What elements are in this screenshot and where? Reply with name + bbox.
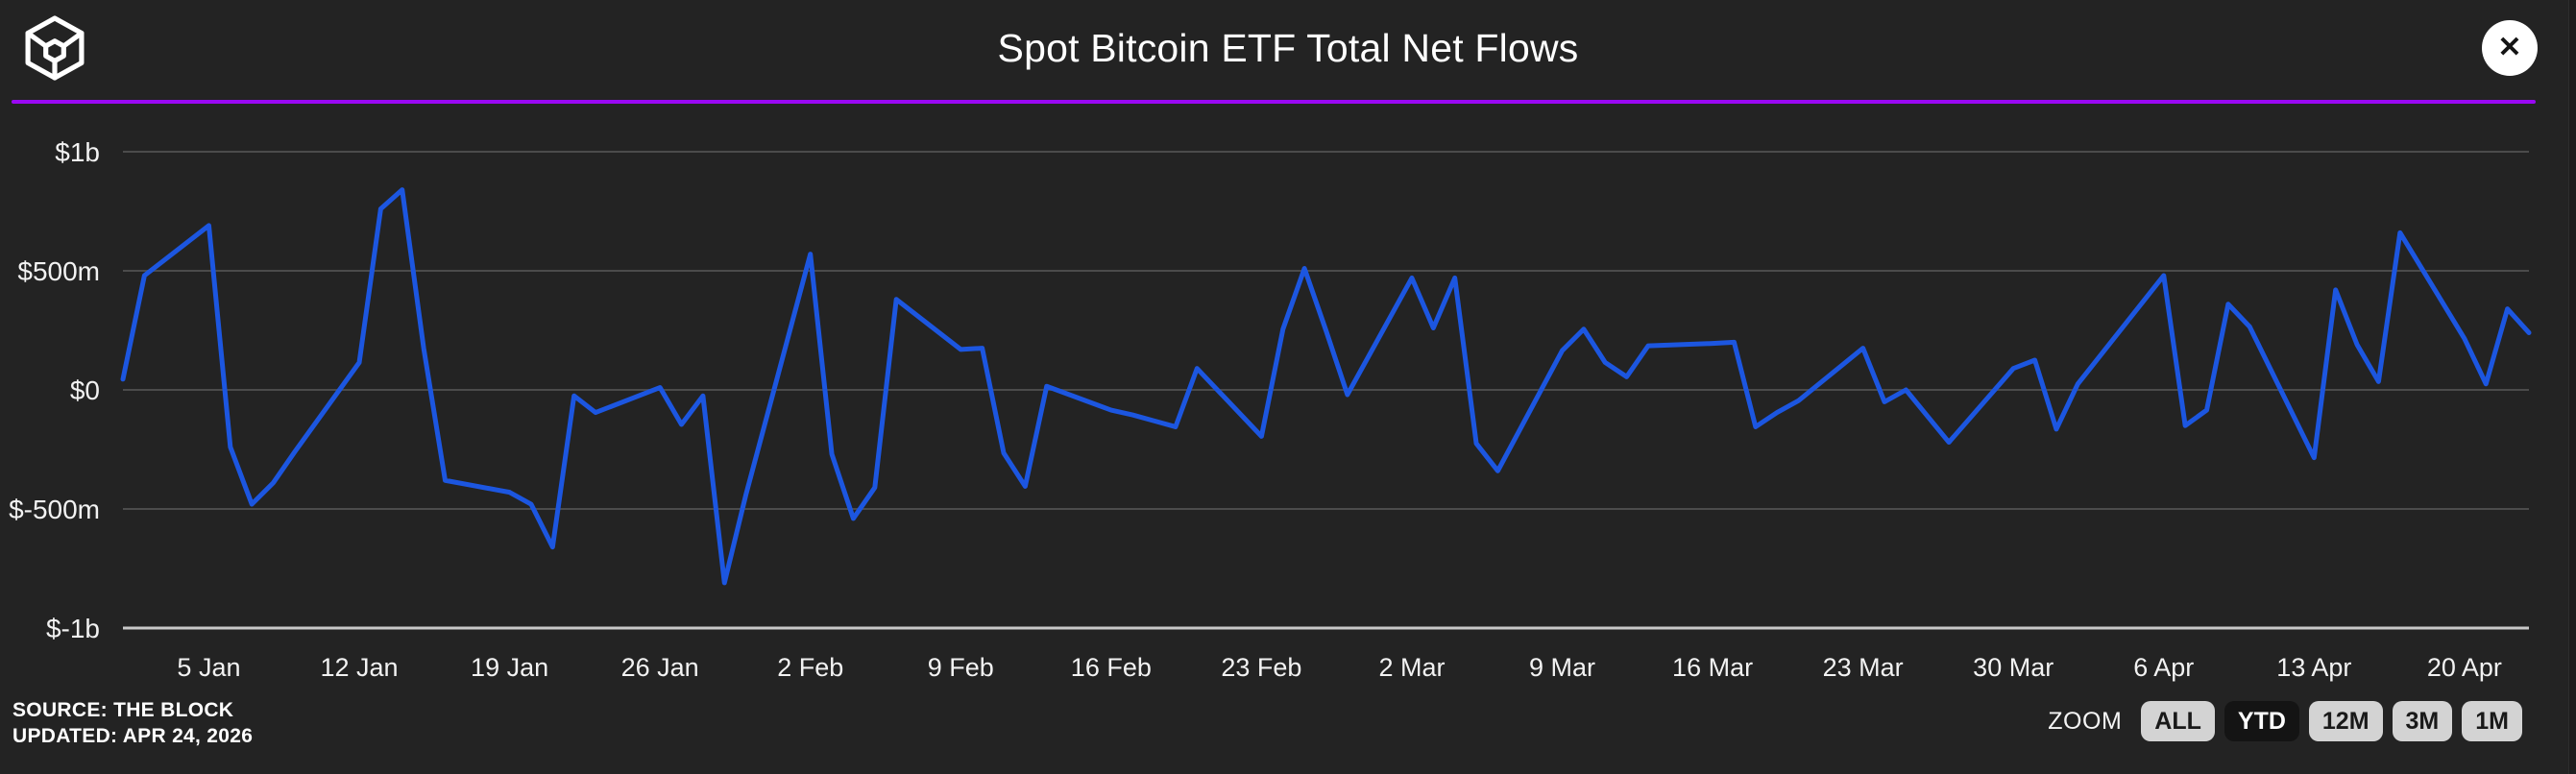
- close-icon: ✕: [2497, 32, 2522, 63]
- x-axis-label: 5 Jan: [177, 653, 240, 682]
- x-axis-label: 9 Mar: [1529, 653, 1595, 682]
- zoom-button-ytd[interactable]: YTD: [2224, 701, 2299, 741]
- header: Spot Bitcoin ETF Total Net Flows ✕: [0, 0, 2576, 100]
- y-axis-label: $-500m: [9, 495, 100, 524]
- y-axis-label: $-1b: [46, 614, 100, 643]
- updated-line: UPDATED: APR 24, 2026: [12, 725, 254, 747]
- x-axis-label: 2 Feb: [777, 653, 843, 682]
- zoom-button-12m[interactable]: 12M: [2308, 701, 2383, 741]
- x-axis-label: 2 Mar: [1378, 653, 1445, 682]
- zoom-button-1m[interactable]: 1M: [2462, 701, 2522, 741]
- page-title: Spot Bitcoin ETF Total Net Flows: [997, 25, 1579, 70]
- net-flows-series-line: [120, 187, 2532, 586]
- x-axis-label: 9 Feb: [928, 653, 994, 682]
- x-axis-label: 23 Mar: [1823, 653, 1904, 682]
- close-button[interactable]: ✕: [2482, 20, 2538, 76]
- x-axis-label: 30 Mar: [1973, 653, 2054, 682]
- x-axis-label: 19 Jan: [471, 653, 548, 682]
- accent-divider: [12, 100, 2536, 104]
- x-axis-label: 16 Feb: [1071, 653, 1152, 682]
- zoom-label: ZOOM: [2048, 707, 2123, 735]
- x-axis-label: 12 Jan: [320, 653, 398, 682]
- x-axis-label: 23 Feb: [1221, 653, 1301, 682]
- zoom-button-all[interactable]: ALL: [2141, 701, 2215, 741]
- zoom-button-group: ALL YTD 12M 3M 1M: [2141, 701, 2522, 741]
- window-edge-strip: [2568, 0, 2576, 774]
- zoom-controls: ZOOM ALL YTD 12M 3M 1M: [2048, 701, 2522, 741]
- x-axis-label: 13 Apr: [2276, 653, 2351, 682]
- source-credit: SOURCE: THE BLOCK UPDATED: APR 24, 2026: [12, 697, 253, 749]
- x-axis-label: 6 Apr: [2133, 653, 2194, 682]
- source-line: SOURCE: THE BLOCK: [12, 699, 234, 721]
- x-axis-label: 26 Jan: [621, 653, 699, 682]
- x-axis-label: 16 Mar: [1672, 653, 1753, 682]
- x-axis-label: 20 Apr: [2427, 653, 2502, 682]
- zoom-button-3m[interactable]: 3M: [2392, 701, 2453, 741]
- y-axis-label: $500m: [17, 256, 100, 286]
- y-axis-label: $1b: [55, 137, 100, 167]
- the-block-logo-icon: [25, 15, 85, 81]
- y-axis-label: $0: [70, 375, 100, 405]
